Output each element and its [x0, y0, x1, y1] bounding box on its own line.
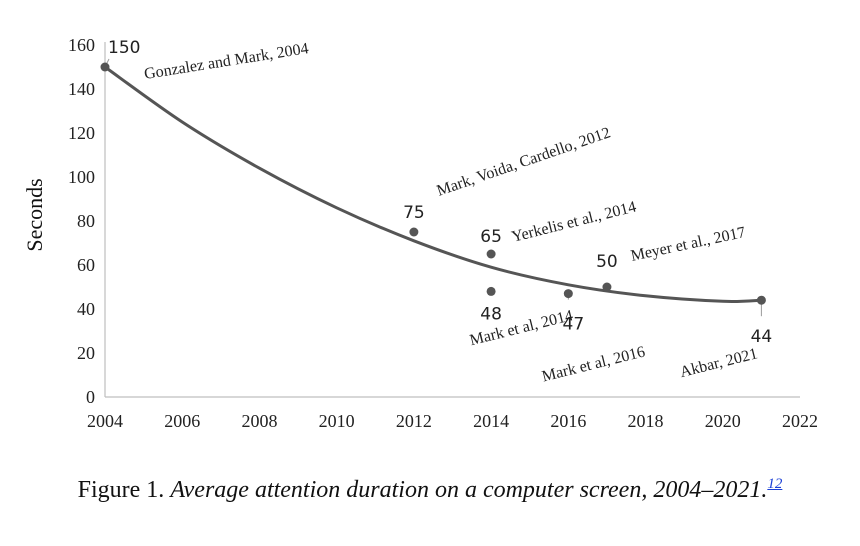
data-point [409, 227, 419, 237]
x-tick-label: 2006 [164, 411, 200, 431]
data-point [486, 286, 496, 296]
data-value-label: 65 [480, 227, 502, 247]
x-tick-label: 2012 [396, 411, 432, 431]
data-value-label: 50 [596, 252, 618, 272]
y-tick-labels: 0 20 40 60 80 100 120 140 160 [68, 35, 95, 407]
y-tick-label: 100 [68, 167, 95, 187]
chart-area: 0 20 40 60 80 100 120 140 160 2004 2006 2008 2010 20… [22, 35, 818, 431]
data-point [756, 295, 766, 305]
data-value-label: 44 [751, 327, 773, 347]
x-tick-label: 2022 [782, 411, 818, 431]
point-annotation: Mark et al, 2016 [540, 343, 647, 385]
y-tick-label: 80 [77, 211, 95, 231]
y-tick-label: 40 [77, 299, 95, 319]
point-annotations: Gonzalez and Mark, 2004 Mark, Voida, Card… [143, 40, 759, 385]
axes [104, 42, 800, 398]
data-point [602, 282, 612, 292]
y-tick-label: 160 [68, 35, 95, 55]
y-axis-label: Seconds [22, 178, 47, 251]
caption-figure-number: Figure 1. [77, 477, 171, 503]
x-tick-label: 2020 [705, 411, 741, 431]
point-annotation: Yerkelis et al., 2014 [510, 198, 638, 245]
x-tick-label: 2004 [87, 411, 123, 431]
data-value-label: 150 [108, 38, 140, 58]
point-annotation: Mark, Voida, Cardello, 2012 [435, 124, 613, 199]
x-tick-labels: 2004 2006 2008 2010 2012 2014 2016 2018 2020 2022 [87, 411, 818, 431]
caption-title: Average attention duration on a computer… [170, 477, 768, 503]
data-points [100, 62, 766, 305]
y-tick-label: 120 [68, 123, 95, 143]
data-point [100, 62, 110, 72]
x-tick-label: 2018 [628, 411, 664, 431]
caption-reference-link[interactable]: 12 [767, 476, 783, 492]
x-tick-label: 2016 [550, 411, 586, 431]
point-annotation: Akbar, 2021 [678, 345, 759, 381]
x-tick-label: 2014 [473, 411, 509, 431]
data-point [563, 289, 573, 299]
data-point [486, 249, 496, 259]
y-tick-label: 0 [86, 387, 95, 407]
data-value-label: 48 [480, 304, 502, 324]
data-value-label: 47 [563, 315, 585, 335]
point-annotation: Gonzalez and Mark, 2004 [143, 40, 310, 83]
trendline [104, 65, 762, 303]
y-tick-label: 60 [77, 255, 95, 275]
figure-caption: Figure 1. Average attention duration on … [0, 474, 860, 507]
x-tick-label: 2008 [241, 411, 277, 431]
point-annotation: Meyer et al., 2017 [629, 224, 747, 265]
y-tick-label: 20 [77, 343, 95, 363]
y-tick-label: 140 [68, 79, 95, 99]
data-value-label: 75 [403, 203, 425, 223]
data-value-labels: 150 75 65 48 47 50 44 [108, 38, 772, 347]
x-tick-label: 2010 [319, 411, 355, 431]
leader-lines [104, 58, 762, 317]
